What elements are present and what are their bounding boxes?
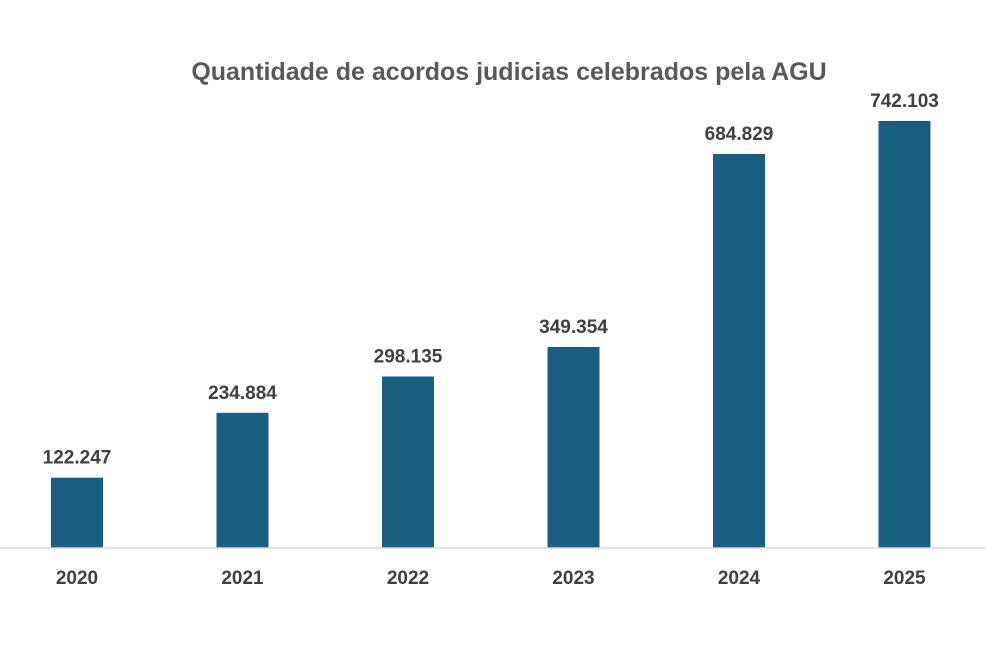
x-tick-label-2023: 2023 (552, 568, 594, 589)
x-tick-label-2020: 2020 (56, 568, 98, 589)
data-label-2020: 122.247 (43, 448, 112, 469)
x-tick-labels-layer: 2020 2021 2022 2023 2024 2025 (56, 568, 926, 589)
bar-2024 (713, 154, 765, 548)
bar-2022 (382, 376, 434, 548)
bar-2020 (51, 477, 103, 548)
x-tick-label-2024: 2024 (718, 568, 761, 589)
x-tick-label-2021: 2021 (221, 568, 264, 589)
data-label-2021: 234.884 (208, 383, 277, 404)
data-label-2022: 298.135 (374, 347, 443, 368)
data-label-2024: 684.829 (705, 124, 774, 145)
chart-title: Quantidade de acordos judicias celebrado… (191, 58, 826, 86)
bar-2025 (878, 121, 931, 548)
bars-layer (51, 121, 931, 548)
x-tick-label-2025: 2025 (883, 568, 926, 589)
bar-2023 (547, 347, 600, 548)
bar-2021 (216, 412, 269, 548)
data-labels-layer: 122.247 234.884 298.135 349.354 684.829 742.1… (43, 91, 939, 469)
data-label-2025: 742.103 (870, 91, 939, 112)
data-label-2023: 349.354 (539, 317, 608, 338)
x-tick-label-2022: 2022 (387, 568, 429, 589)
